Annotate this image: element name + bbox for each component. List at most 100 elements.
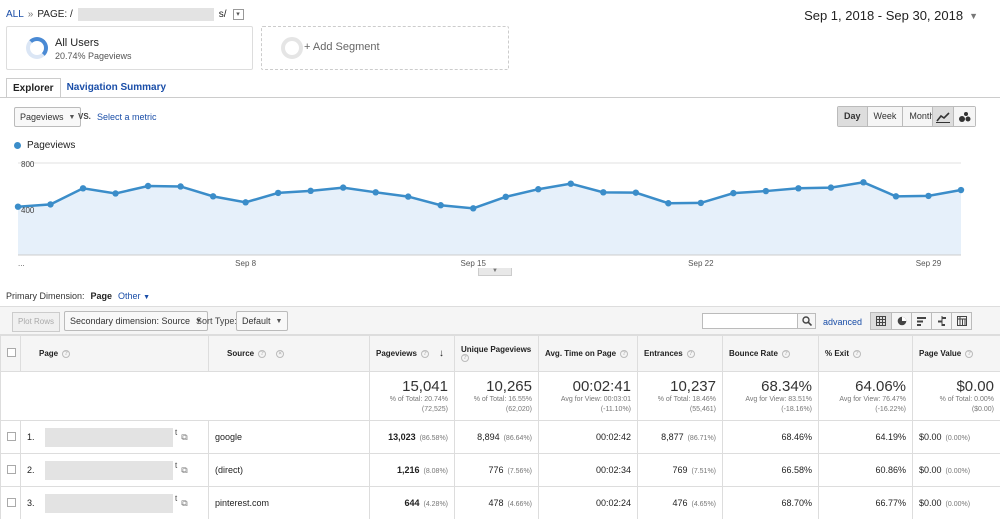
open-page-icon[interactable]: ⧉ [181, 431, 188, 442]
page-cell[interactable]: 2. t ⧉ [20, 453, 209, 487]
advanced-filter-link[interactable]: advanced [823, 317, 863, 327]
col-header-avg-time[interactable]: Avg. Time on Page? [538, 335, 638, 372]
data-view-button[interactable] [871, 313, 891, 329]
data-point [339, 184, 347, 191]
page-cell[interactable]: 1. t ⧉ [20, 420, 209, 454]
select-all-cell[interactable] [0, 335, 21, 372]
month-button[interactable]: Month [902, 107, 941, 126]
segment-ring-icon [26, 37, 48, 59]
remove-dimension-icon[interactable]: × [276, 349, 285, 358]
row-checkbox[interactable] [7, 497, 16, 507]
bounce-rate-cell: 68.46% [722, 420, 819, 454]
week-button[interactable]: Week [866, 107, 903, 126]
tab-navigation-summary[interactable]: Navigation Summary [66, 82, 167, 93]
page-cell[interactable]: 3. t ⧉ [20, 486, 209, 519]
total-bounce-rate: 68.34% Avg for View: 83.51% (-18.16%) [722, 371, 819, 421]
open-page-icon[interactable]: ⧉ [181, 497, 188, 508]
select-all-checkbox[interactable] [7, 348, 16, 357]
legend-dot [14, 142, 21, 149]
source-cell: google [208, 420, 370, 454]
performance-view-button[interactable] [911, 313, 931, 329]
row-checkbox-cell[interactable] [0, 486, 21, 519]
col-header-page-value[interactable]: Page Value? [912, 335, 1000, 372]
table-row[interactable]: 2. t ⧉ (direct) 1,216 (8.08%) 776 (7.56%) 00… [0, 453, 1000, 487]
add-segment-button[interactable]: + Add Segment [261, 26, 509, 70]
row-checkbox[interactable] [7, 464, 16, 474]
data-point [697, 199, 705, 207]
help-icon: ? [258, 349, 267, 358]
secondary-dimension-label: Secondary dimension: Source [70, 316, 191, 326]
totals-row: 15,041% of Total: 20.74% (72,525) 10,265%… [0, 371, 1000, 421]
pageviews-cell: 644 (4.28%) [369, 486, 455, 519]
bounce-rate-cell: 68.70% [722, 486, 819, 519]
sort-type-dropdown[interactable]: Default ▼ [236, 311, 289, 331]
row-number: 1. [27, 432, 35, 442]
unique-pageviews-cell: 478 (4.66%) [454, 486, 539, 519]
source-cell: pinterest.com [208, 486, 370, 519]
exit-cell: 64.19% [818, 420, 913, 454]
data-point [112, 190, 119, 197]
row-checkbox[interactable] [7, 431, 16, 441]
add-segment-label: + Add Segment [304, 41, 380, 53]
data-point [535, 186, 542, 193]
breadcrumb-all-link[interactable]: ALL [6, 9, 24, 20]
x-tick-label: Sep 15 [461, 259, 487, 268]
pageviews-chart[interactable]: 800 400... Sep 8 Sep 15 Sep 22 Sep 29 [0, 155, 1000, 270]
comparison-icon [937, 316, 946, 326]
primary-dimension-bar: Primary Dimension: Page Other ▼ [6, 291, 150, 301]
table-search-input[interactable] [702, 313, 816, 329]
metric-dropdown[interactable]: Pageviews ▼ [14, 107, 82, 127]
total-unique-pageviews: 10,265% of Total: 16.55% (62,020) [454, 371, 539, 421]
plot-rows-button[interactable]: Plot Rows [12, 312, 61, 332]
col-header-exit[interactable]: % Exit? [818, 335, 913, 372]
data-point [860, 179, 867, 186]
pivot-view-button[interactable] [951, 313, 971, 329]
secondary-dimension-dropdown[interactable]: Secondary dimension: Source ▼ [64, 311, 209, 331]
select-metric-link[interactable]: Select a metric [97, 112, 157, 122]
exit-cell: 66.77% [818, 486, 913, 519]
primary-dimension-other[interactable]: Other ▼ [118, 291, 151, 301]
redacted-page-path [45, 460, 173, 480]
percentage-view-button[interactable] [891, 313, 911, 329]
data-point [567, 180, 574, 187]
search-button[interactable] [797, 314, 815, 328]
exit-cell: 60.86% [818, 453, 913, 487]
col-header-page[interactable]: Page? [20, 335, 209, 372]
entrances-cell: 769 (7.51%) [637, 453, 723, 487]
row-checkbox-cell[interactable] [0, 420, 21, 454]
col-header-unique-pageviews[interactable]: Unique Pageviews? [454, 335, 539, 372]
table-row[interactable]: 1. t ⧉ google 13,023 (86.58%) 8,894 (86.64%)… [0, 420, 1000, 454]
x-tick-label: Sep 22 [688, 259, 714, 268]
total-exit: 64.06% Avg for View: 76.47% (-16.22%) [818, 371, 913, 421]
tab-explorer[interactable]: Explorer [6, 78, 61, 98]
chevron-down-icon: ▼ [969, 10, 978, 21]
primary-dimension-page[interactable]: Page [90, 291, 113, 301]
col-header-source[interactable]: Source? × [208, 335, 370, 372]
data-point [795, 185, 802, 192]
col-header-entrances[interactable]: Entrances? [637, 335, 723, 372]
line-chart-button[interactable] [933, 107, 954, 126]
avg-time-cell: 00:02:42 [538, 420, 638, 454]
bar-icon [916, 317, 926, 326]
total-page-value: $0.00% of Total: 0.00% ($0.00) [912, 371, 1000, 421]
comparison-view-button[interactable] [931, 313, 951, 329]
segment-empty-ring-icon [281, 37, 303, 59]
data-point [827, 184, 835, 191]
day-button[interactable]: Day [838, 107, 867, 126]
data-point [600, 189, 607, 196]
series-line [17, 181, 962, 210]
col-header-pageviews[interactable]: Pageviews? ↓ [369, 335, 455, 372]
breadcrumb-dropdown-button[interactable]: ▾ [232, 9, 244, 20]
motion-chart-button[interactable] [954, 107, 975, 126]
open-page-icon[interactable]: ⧉ [181, 464, 188, 475]
table-row[interactable]: 3. t ⧉ pinterest.com 644 (4.28%) 478 (4.66%)… [0, 486, 1000, 519]
col-header-bounce-rate[interactable]: Bounce Rate? [722, 335, 819, 372]
date-range-picker[interactable]: Sep 1, 2018 - Sep 30, 2018 ▼ [804, 8, 978, 23]
chart-resize-handle[interactable]: ▼ [478, 268, 512, 276]
pie-icon [897, 316, 906, 326]
help-icon: ? [853, 349, 862, 358]
row-number: 3. [27, 498, 35, 508]
segment-all-users[interactable]: All Users 20.74% Pageviews [6, 26, 253, 70]
data-point [925, 192, 932, 200]
row-checkbox-cell[interactable] [0, 453, 21, 487]
